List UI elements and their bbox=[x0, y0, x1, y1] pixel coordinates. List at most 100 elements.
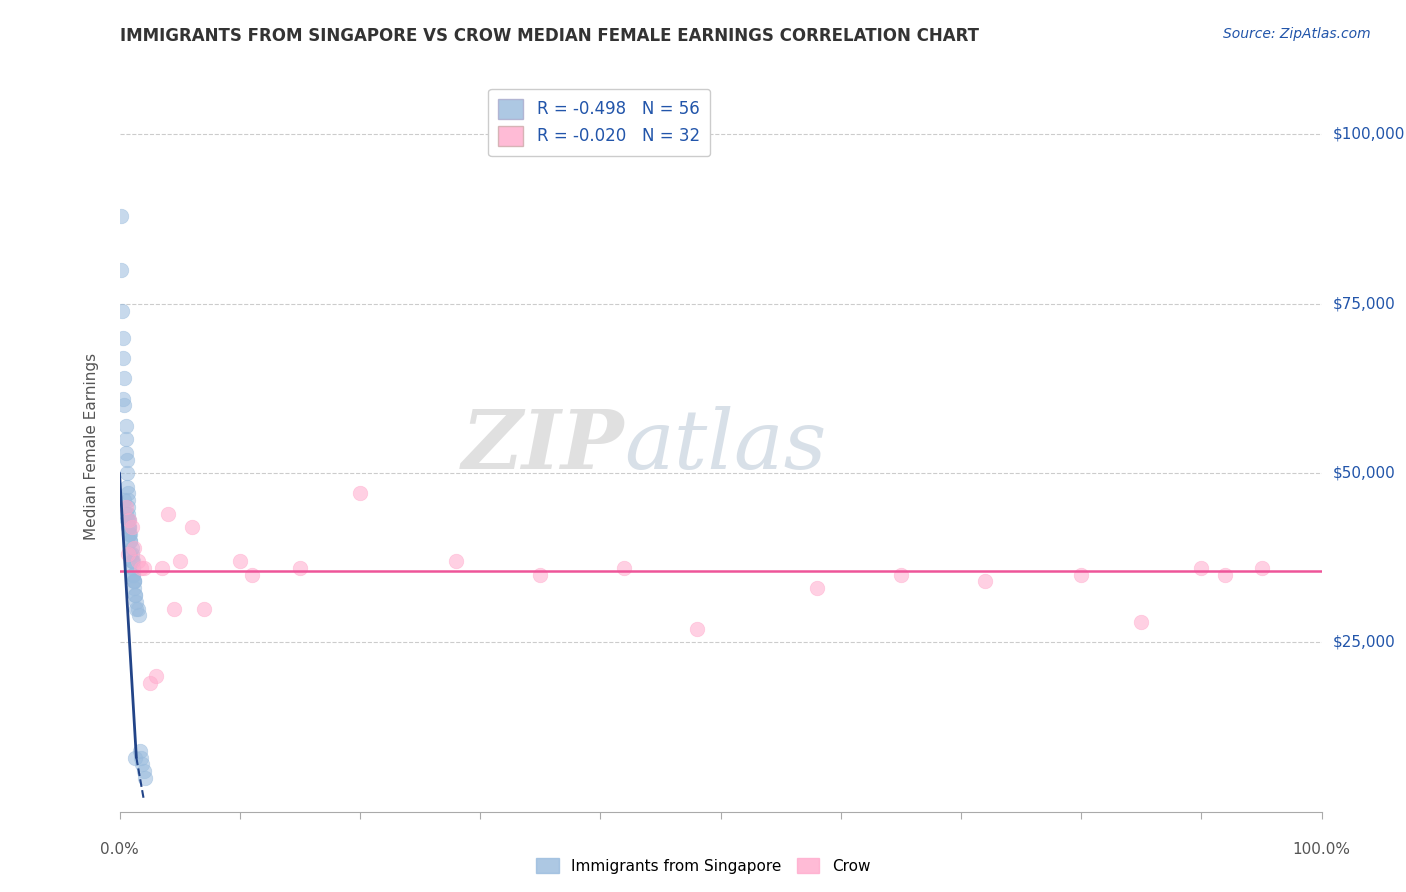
Point bbox=[1250, 561, 1272, 575]
Point bbox=[118, 520, 141, 534]
Point bbox=[114, 507, 136, 521]
Point bbox=[124, 588, 146, 602]
Point bbox=[110, 209, 132, 223]
Point bbox=[132, 764, 155, 778]
Point bbox=[685, 622, 707, 636]
Point bbox=[162, 601, 184, 615]
Point bbox=[169, 554, 191, 568]
Point bbox=[117, 493, 139, 508]
Point bbox=[115, 514, 138, 528]
Point bbox=[349, 486, 371, 500]
Point bbox=[124, 588, 146, 602]
Point bbox=[114, 446, 136, 460]
Point bbox=[112, 331, 135, 345]
Point bbox=[112, 398, 135, 412]
Point bbox=[1130, 615, 1153, 629]
Point bbox=[125, 595, 148, 609]
Point bbox=[122, 574, 145, 589]
Point bbox=[121, 520, 143, 534]
Point bbox=[111, 303, 134, 318]
Point bbox=[121, 541, 143, 555]
Point bbox=[122, 541, 145, 555]
Point bbox=[120, 547, 142, 561]
Point bbox=[138, 676, 160, 690]
Point bbox=[288, 561, 311, 575]
Point bbox=[121, 554, 143, 568]
Point bbox=[121, 554, 143, 568]
Point bbox=[118, 527, 141, 541]
Point bbox=[115, 466, 138, 480]
Point bbox=[974, 574, 997, 589]
Point bbox=[112, 351, 135, 365]
Point bbox=[529, 567, 551, 582]
Point bbox=[117, 520, 139, 534]
Point bbox=[124, 750, 146, 764]
Point bbox=[134, 771, 156, 785]
Point bbox=[122, 581, 145, 595]
Point bbox=[114, 432, 136, 446]
Point bbox=[112, 392, 135, 406]
Point bbox=[806, 581, 828, 595]
Point bbox=[118, 514, 141, 528]
Point bbox=[120, 527, 142, 541]
Text: IMMIGRANTS FROM SINGAPORE VS CROW MEDIAN FEMALE EARNINGS CORRELATION CHART: IMMIGRANTS FROM SINGAPORE VS CROW MEDIAN… bbox=[120, 27, 979, 45]
Point bbox=[1070, 567, 1092, 582]
Point bbox=[114, 418, 136, 433]
Point bbox=[613, 561, 636, 575]
Point bbox=[117, 507, 139, 521]
Point bbox=[121, 561, 143, 575]
Point bbox=[122, 574, 145, 589]
Point bbox=[128, 608, 150, 623]
Point bbox=[115, 452, 138, 467]
Point bbox=[110, 263, 132, 277]
Point bbox=[120, 533, 142, 548]
Point bbox=[121, 567, 143, 582]
Point bbox=[118, 514, 141, 528]
Point bbox=[180, 520, 202, 534]
Point bbox=[129, 750, 152, 764]
Point bbox=[890, 567, 912, 582]
Point bbox=[112, 493, 135, 508]
Y-axis label: Median Female Earnings: Median Female Earnings bbox=[84, 352, 98, 540]
Point bbox=[127, 601, 149, 615]
Legend: Immigrants from Singapore, Crow: Immigrants from Singapore, Crow bbox=[530, 852, 876, 880]
Text: $100,000: $100,000 bbox=[1333, 127, 1405, 142]
Point bbox=[145, 669, 167, 683]
Point bbox=[121, 554, 143, 568]
Text: $25,000: $25,000 bbox=[1333, 635, 1396, 650]
Point bbox=[114, 500, 136, 514]
Point bbox=[193, 601, 215, 615]
Text: ZIP: ZIP bbox=[461, 406, 624, 486]
Text: $50,000: $50,000 bbox=[1333, 466, 1396, 481]
Point bbox=[156, 507, 179, 521]
Point bbox=[131, 757, 153, 772]
Point bbox=[129, 561, 152, 575]
Point bbox=[122, 574, 145, 589]
Text: Source: ZipAtlas.com: Source: ZipAtlas.com bbox=[1223, 27, 1371, 41]
Point bbox=[125, 601, 148, 615]
Point bbox=[120, 533, 142, 548]
Text: $75,000: $75,000 bbox=[1333, 296, 1396, 311]
Point bbox=[112, 371, 135, 385]
Point bbox=[129, 744, 152, 758]
Point bbox=[228, 554, 252, 568]
Point bbox=[1189, 561, 1212, 575]
Legend: R = -0.498   N = 56, R = -0.020   N = 32: R = -0.498 N = 56, R = -0.020 N = 32 bbox=[488, 88, 710, 156]
Text: 0.0%: 0.0% bbox=[100, 842, 139, 857]
Text: atlas: atlas bbox=[624, 406, 827, 486]
Point bbox=[117, 500, 139, 514]
Point bbox=[121, 547, 143, 561]
Point bbox=[118, 527, 141, 541]
Point bbox=[115, 480, 138, 494]
Text: 100.0%: 100.0% bbox=[1292, 842, 1351, 857]
Point bbox=[118, 520, 141, 534]
Point bbox=[127, 554, 149, 568]
Point bbox=[132, 561, 155, 575]
Point bbox=[117, 486, 139, 500]
Point bbox=[240, 567, 263, 582]
Point bbox=[117, 514, 139, 528]
Point bbox=[121, 567, 143, 582]
Point bbox=[1215, 567, 1237, 582]
Point bbox=[150, 561, 173, 575]
Point bbox=[444, 554, 467, 568]
